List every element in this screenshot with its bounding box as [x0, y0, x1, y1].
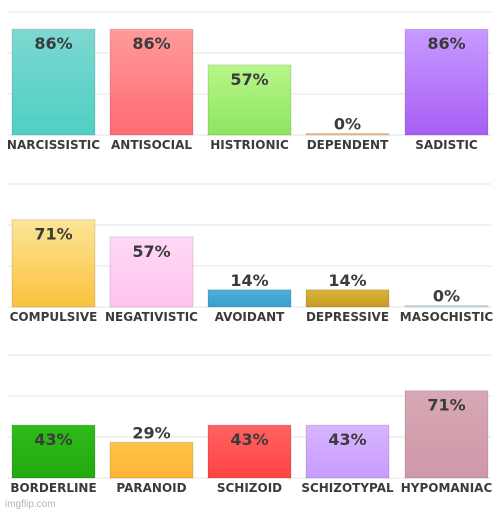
bar-dependent: [305, 133, 390, 136]
bar-histrionic: [207, 64, 292, 136]
category-label: DEPRESSIVE: [306, 310, 389, 324]
category-label: ANTISOCIAL: [111, 138, 192, 152]
bar-borderline: [11, 424, 96, 479]
category-label: AVOIDANT: [215, 310, 286, 324]
value-label: 57%: [132, 242, 170, 261]
category-label: NARCISSISTIC: [7, 138, 100, 152]
category-label: HISTRIONIC: [210, 138, 289, 152]
category-label: SCHIZOTYPAL: [301, 481, 394, 495]
value-label: 43%: [328, 430, 366, 449]
category-label: NEGATIVISTIC: [105, 310, 198, 324]
value-label: 0%: [334, 115, 361, 134]
bar-schizotypal: [305, 424, 390, 479]
bar-negativistic: [109, 236, 194, 308]
value-label: 14%: [230, 271, 268, 290]
value-label: 57%: [230, 70, 268, 89]
bar-hypomaniac: [404, 390, 489, 479]
bar-schizoid: [207, 424, 292, 479]
category-label: COMPULSIVE: [10, 310, 98, 324]
value-label: 71%: [427, 396, 465, 415]
category-label: BORDERLINE: [10, 481, 96, 495]
category-label: MASOCHISTIC: [400, 310, 494, 324]
value-label: 0%: [433, 287, 460, 306]
value-label: 86%: [34, 34, 72, 53]
bar-avoidant: [207, 289, 292, 308]
value-label: 86%: [132, 34, 170, 53]
value-label: 43%: [230, 430, 268, 449]
bar-antisocial: [109, 28, 194, 136]
bar-sadistic: [404, 28, 489, 136]
category-label: SCHIZOID: [217, 481, 282, 495]
bar-narcissistic: [11, 28, 96, 136]
imgflip-watermark: imgflip.com: [5, 499, 56, 510]
category-label: HYPOMANIAC: [401, 481, 493, 495]
bar-compulsive: [11, 219, 96, 308]
category-label: PARANOID: [116, 481, 186, 495]
value-label: 71%: [34, 225, 72, 244]
bar-depressive: [305, 289, 390, 308]
value-label: 14%: [328, 271, 366, 290]
bar-masochistic: [404, 305, 489, 308]
category-label: DEPENDENT: [307, 138, 389, 152]
value-label: 86%: [427, 34, 465, 53]
category-label: SADISTIC: [415, 138, 478, 152]
value-label: 43%: [34, 430, 72, 449]
value-label: 29%: [132, 423, 170, 442]
bar-paranoid: [109, 441, 194, 479]
